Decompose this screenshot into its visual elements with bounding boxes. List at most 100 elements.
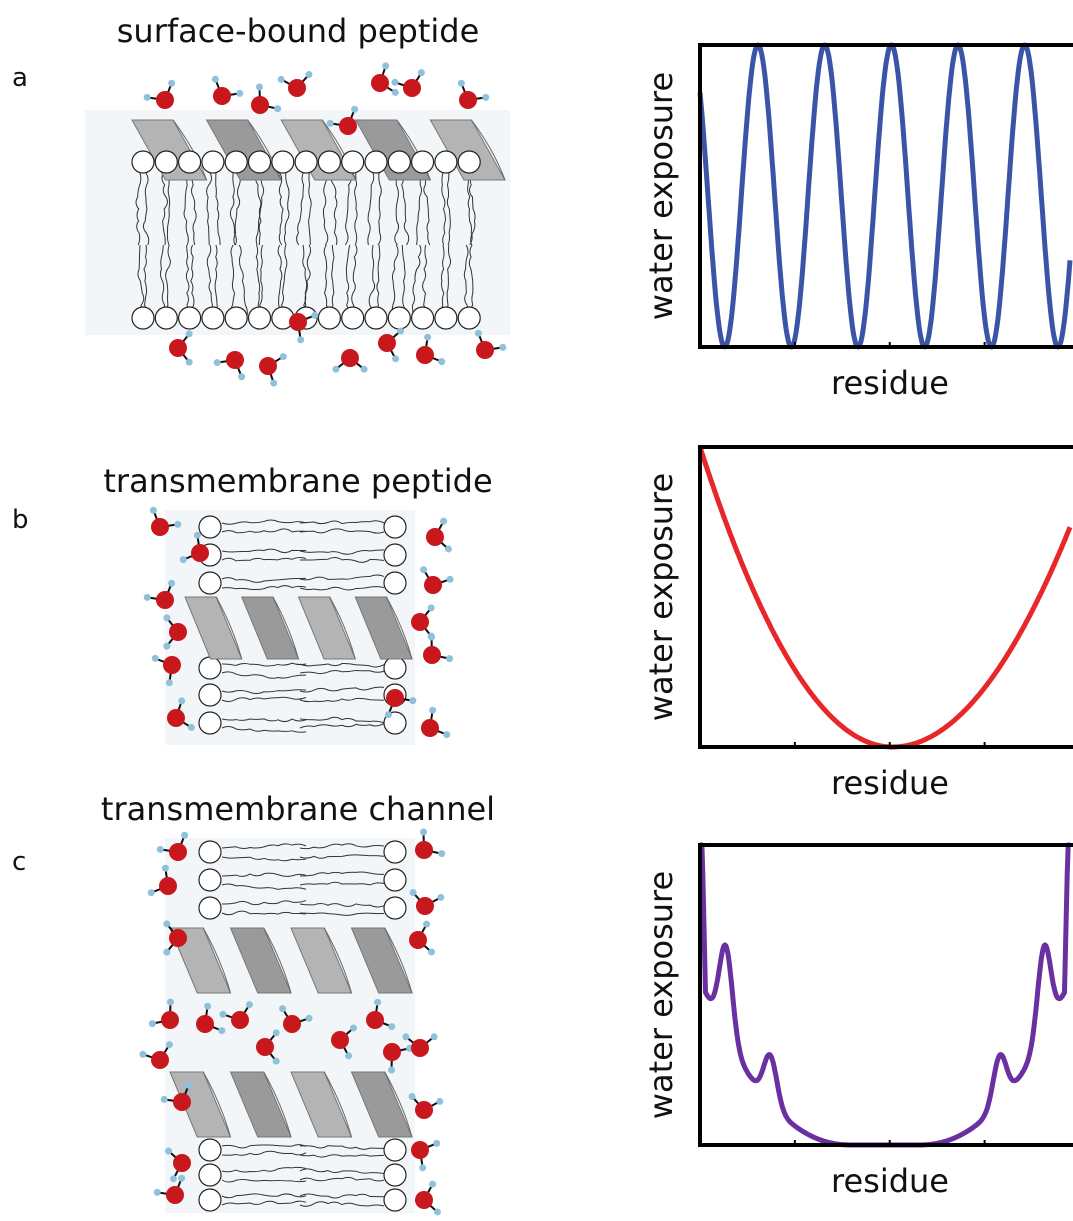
oxygen	[169, 929, 187, 947]
lipid-head	[435, 307, 457, 329]
hydrogen	[446, 655, 453, 662]
hydrogen	[256, 84, 263, 91]
page: a surface-bound peptide b transmembrane …	[0, 0, 1073, 1221]
lipid-head	[384, 516, 406, 538]
hydrogen	[162, 865, 169, 872]
panel-title: transmembrane peptide	[103, 462, 492, 500]
lipid-head	[384, 572, 406, 594]
hydrogen	[166, 679, 173, 686]
figure: a surface-bound peptide b transmembrane …	[0, 0, 1073, 1221]
hydrogen	[157, 846, 164, 853]
oxygen	[341, 349, 359, 367]
lipid-head	[199, 712, 221, 734]
hydrogen	[181, 832, 188, 839]
hydrogen	[246, 1001, 253, 1008]
lipid-head	[199, 1139, 221, 1161]
hydrogen	[392, 355, 399, 362]
y-axis-label: water exposure	[642, 871, 680, 1119]
oxygen	[378, 334, 396, 352]
oxygen	[411, 613, 429, 631]
lipid-head	[155, 151, 177, 173]
lipid-head	[132, 307, 154, 329]
oxygen	[416, 346, 434, 364]
lipid-head	[295, 151, 317, 173]
lipid-head	[225, 151, 247, 173]
x-axis-label: residue	[831, 1162, 949, 1200]
lipid-head	[458, 151, 480, 173]
hydrogen	[409, 1093, 416, 1100]
oxygen	[226, 351, 244, 369]
hydrogen	[397, 328, 404, 335]
hydrogen	[150, 507, 157, 514]
lipid-head	[179, 151, 201, 173]
lipid-head	[435, 151, 457, 173]
lipid-head	[384, 897, 406, 919]
hydrogen	[219, 1011, 226, 1018]
lipid-head	[249, 151, 271, 173]
lipid-head	[384, 1164, 406, 1186]
oxygen	[421, 719, 439, 737]
hydrogen	[238, 373, 245, 380]
hydrogen	[428, 634, 435, 641]
hydrogen	[438, 358, 445, 365]
lipid-head	[202, 151, 224, 173]
hydrogen	[194, 532, 201, 539]
hydrogen	[306, 1015, 313, 1022]
hydrogen	[447, 576, 454, 583]
hydrogen	[410, 889, 417, 896]
lipid-head	[365, 151, 387, 173]
hydrogen	[163, 614, 170, 621]
lipid-head	[199, 1189, 221, 1211]
lipid-head	[384, 1189, 406, 1211]
hydrogen	[152, 655, 159, 662]
hydrogen	[144, 94, 151, 101]
panel-label: b	[12, 505, 29, 535]
hydrogen	[168, 80, 175, 87]
oxygen	[161, 1011, 179, 1029]
hydrogen	[148, 889, 155, 896]
hydrogen	[204, 1003, 211, 1010]
oxygen	[251, 96, 269, 114]
lipid-head	[199, 572, 221, 594]
oxygen	[191, 544, 209, 562]
oxygen	[416, 897, 434, 915]
x-axis-label: residue	[831, 764, 949, 802]
oxygen	[167, 709, 185, 727]
hydrogen	[274, 105, 281, 112]
hydrogen	[168, 580, 175, 587]
hydrogen	[345, 1052, 352, 1059]
plots: water exposureresiduewater exposureresid…	[642, 45, 1073, 1200]
lipid-head	[199, 897, 221, 919]
hydrogen	[434, 1208, 441, 1215]
oxygen	[424, 576, 442, 594]
lipid-head	[458, 307, 480, 329]
hydrogen	[278, 76, 285, 83]
hydrogen	[428, 948, 435, 955]
hydrogen	[212, 76, 219, 83]
oxygen	[415, 841, 433, 859]
oxygen	[196, 1015, 214, 1033]
lipid-head	[384, 869, 406, 891]
illustrations	[85, 62, 510, 1215]
hydrogen	[163, 949, 170, 956]
oxygen	[339, 117, 357, 135]
hydrogen	[154, 1189, 161, 1196]
hydrogen	[351, 106, 358, 113]
oxygen	[426, 528, 444, 546]
panel-title: transmembrane channel	[101, 790, 495, 828]
curve	[700, 45, 1070, 347]
hydrogen	[161, 1096, 168, 1103]
lipid-head	[272, 151, 294, 173]
panel-label: a	[12, 63, 28, 93]
hydrogen	[402, 1033, 409, 1040]
lipid-head	[365, 307, 387, 329]
hydrogen	[423, 921, 430, 928]
oxygen	[383, 1043, 401, 1061]
hydrogen	[433, 1140, 440, 1147]
hydrogen	[167, 999, 174, 1006]
oxygen	[459, 91, 477, 109]
curve	[700, 447, 1070, 747]
lipid-head	[225, 307, 247, 329]
oxygen	[166, 1186, 184, 1204]
hydrogen	[144, 594, 151, 601]
